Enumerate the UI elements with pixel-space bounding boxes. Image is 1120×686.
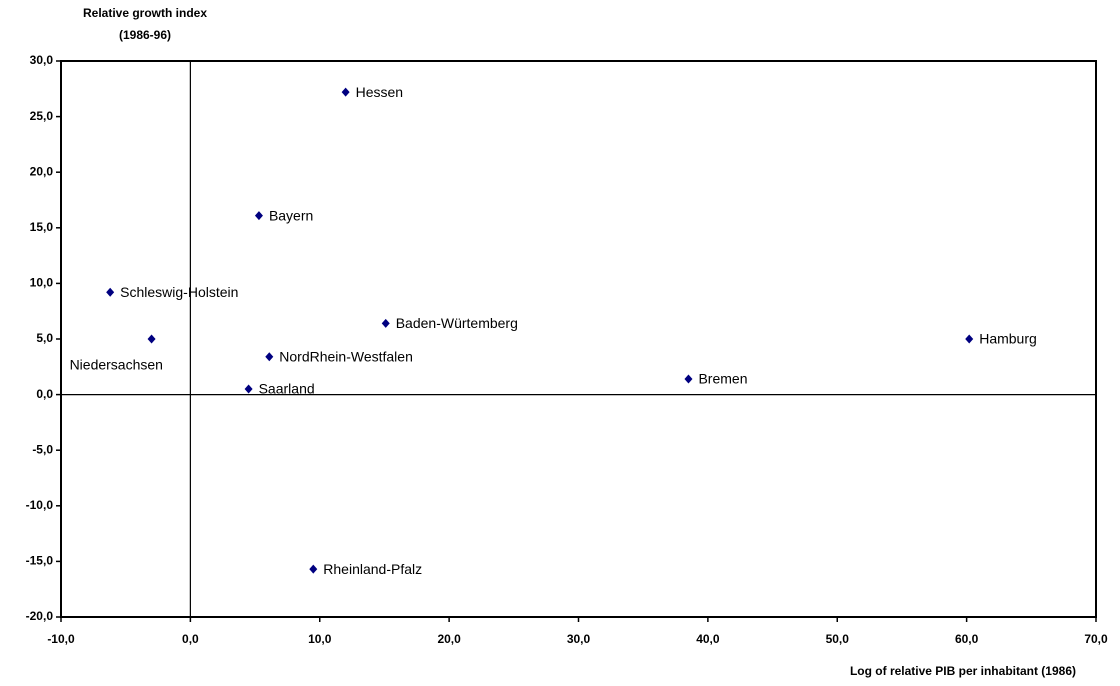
x-tick-label: 10,0	[308, 632, 332, 646]
point	[265, 352, 274, 362]
x-tick-label: -10,0	[47, 632, 75, 646]
y-axis-title: (1986-96)	[119, 28, 171, 42]
x-tick-label: 20,0	[437, 632, 461, 646]
x-tick-label: 60,0	[955, 632, 979, 646]
y-tick-label: -15,0	[26, 554, 54, 568]
plot-area	[60, 60, 1097, 618]
point-label: Saarland	[259, 381, 315, 397]
point	[309, 564, 318, 574]
point	[381, 318, 390, 328]
point	[254, 211, 263, 221]
point	[147, 334, 156, 344]
y-tick-label: 20,0	[30, 164, 54, 178]
x-tick-label: 40,0	[696, 632, 720, 646]
point-label: Bremen	[698, 371, 747, 387]
y-tick-label: -5,0	[32, 442, 53, 456]
point	[341, 87, 350, 97]
x-tick-label: 0,0	[182, 632, 199, 646]
x-tick-label: 30,0	[567, 632, 591, 646]
point	[965, 334, 974, 344]
point-label: Rheinland-Pfalz	[323, 561, 422, 577]
y-tick-label: 5,0	[36, 331, 53, 345]
point-label: Niedersachsen	[70, 357, 163, 373]
point-label: Bayern	[269, 207, 313, 223]
y-tick-label: 10,0	[30, 276, 54, 290]
point	[244, 384, 253, 394]
x-tick-label: 70,0	[1084, 632, 1108, 646]
y-tick-label: 0,0	[36, 387, 53, 401]
x-axis-title: Log of relative PIB per inhabitant (1986…	[850, 664, 1076, 678]
point	[684, 374, 693, 384]
y-tick-label: -20,0	[26, 609, 54, 623]
point-label: Hamburg	[979, 331, 1037, 347]
y-tick-label: 15,0	[30, 220, 54, 234]
y-axis-title: Relative growth index	[83, 6, 207, 20]
point-label: Schleswig-Holstein	[120, 284, 238, 300]
y-tick-label: 30,0	[30, 53, 54, 67]
point-label: NordRhein-Westfalen	[279, 348, 413, 364]
point-label: Baden-Würtemberg	[396, 315, 518, 331]
y-tick-label: -10,0	[26, 498, 54, 512]
y-tick-label: 25,0	[30, 109, 54, 123]
point-label: Hessen	[356, 84, 403, 100]
point	[106, 287, 115, 297]
x-tick-label: 50,0	[826, 632, 850, 646]
